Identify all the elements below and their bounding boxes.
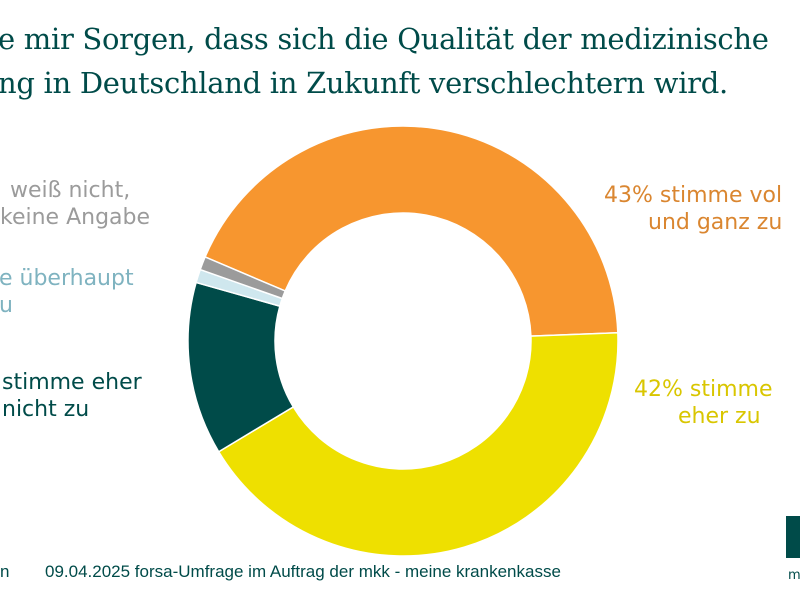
label-stimme-ueberhaupt-nicht-zu: e überhaupt u bbox=[0, 265, 134, 319]
label-line: weiß nicht, bbox=[10, 178, 131, 203]
footer-fragment: n bbox=[0, 562, 10, 581]
label-line: und ganz zu bbox=[648, 210, 783, 235]
donut-slice-1 bbox=[217, 331, 619, 557]
label-stimme-eher-zu: 42% stimme eher zu bbox=[634, 376, 773, 430]
label-line: keine Angabe bbox=[0, 205, 151, 230]
label-stimme-eher-nicht-zu: stimme eher nicht zu bbox=[2, 369, 142, 423]
chart-title-line-2: ng in Deutschland in Zukunft verschlecht… bbox=[0, 66, 728, 100]
label-stimme-voll-und-ganz-zu: 43% stimme vol und ganz zu bbox=[604, 182, 782, 236]
logo-text: m bbox=[788, 568, 800, 583]
donut-slice-4 bbox=[199, 256, 287, 300]
label-line: u bbox=[0, 293, 13, 318]
label-line: 42% stimme bbox=[634, 377, 773, 402]
donut-slice-0 bbox=[204, 125, 619, 337]
label-line: e überhaupt bbox=[0, 266, 134, 291]
label-line: stimme eher bbox=[2, 370, 142, 395]
footer-source: 09.04.2025 forsa-Umfrage im Auftrag der … bbox=[45, 562, 561, 581]
chart-title-line-1: e mir Sorgen, dass sich die Qualität der… bbox=[0, 22, 769, 56]
label-line: eher zu bbox=[678, 404, 761, 429]
label-line: nicht zu bbox=[2, 397, 90, 422]
logo-mark bbox=[786, 516, 800, 558]
label-line: 43% stimme vol bbox=[604, 183, 783, 208]
label-weiss-nicht: weiß nicht, keine Angabe bbox=[0, 177, 150, 231]
